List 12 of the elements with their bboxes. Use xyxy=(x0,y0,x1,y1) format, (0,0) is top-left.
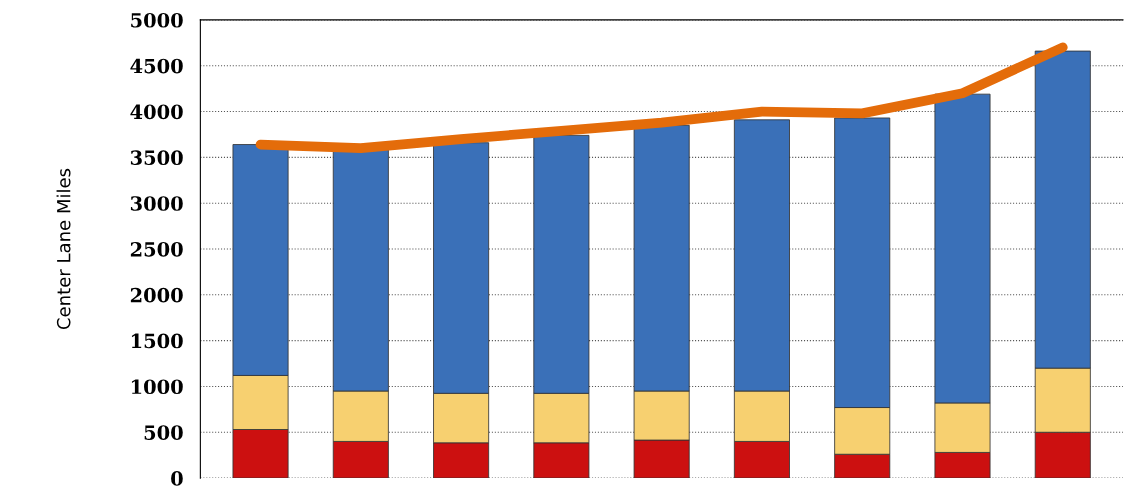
y-tick-label: 4000 xyxy=(130,104,183,120)
y-tick-label: 4500 xyxy=(130,58,183,74)
y-tick-label: 2000 xyxy=(130,287,183,303)
y-tick-label: 3500 xyxy=(130,150,183,166)
y-tick-label: 1500 xyxy=(131,333,183,349)
y-tick-label: 1000 xyxy=(131,379,183,395)
y-axis-title: Center Lane Miles xyxy=(56,168,71,330)
y-tick-label: 2500 xyxy=(130,241,183,257)
y-tick-label: 0 xyxy=(171,471,183,486)
y-tick-label: 500 xyxy=(144,425,183,440)
y-tick-label: 5000 xyxy=(131,12,183,28)
y-tick-label: 3000 xyxy=(130,196,183,211)
